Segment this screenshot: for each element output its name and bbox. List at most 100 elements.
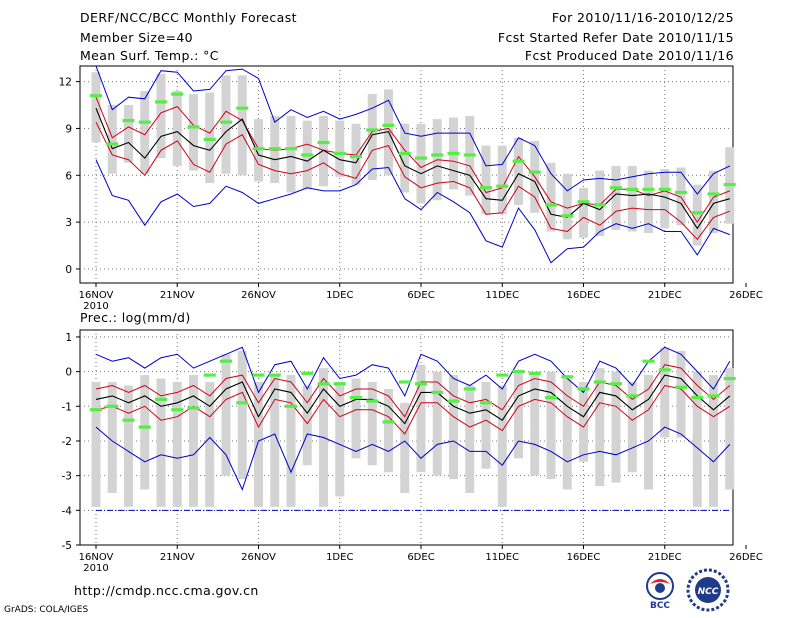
prec-ensemble-box: [335, 382, 345, 497]
prec-ytick-label: -3: [62, 471, 72, 483]
temp-xtick-label: 26DEC: [729, 290, 763, 301]
prec-ensemble-box: [254, 382, 263, 507]
bcc-logo-dot: [655, 583, 665, 593]
temp-xtick-label: 21NOV: [160, 290, 195, 301]
temp-ensemble-box: [481, 145, 491, 215]
prec-ensemble-box: [692, 371, 702, 507]
temp-ensemble-box: [579, 187, 588, 238]
prec-climatology-mark: [626, 394, 639, 398]
prec-climatology-mark: [593, 380, 606, 384]
prec-climatology-mark: [658, 368, 671, 372]
temp-xtick-label: 21DEC: [648, 290, 682, 301]
temp-climatology-mark: [675, 190, 687, 195]
temp-xtick-label: 11DEC: [485, 290, 519, 301]
temp-ensemble-box: [107, 105, 117, 174]
temp-ensemble-box: [91, 72, 101, 143]
prec-ensemble-box: [530, 371, 540, 476]
prec-ensemble-box: [562, 375, 572, 490]
prec-climatology-mark: [431, 390, 444, 395]
temp-climatology-mark: [252, 147, 265, 151]
prec-ensemble-box: [546, 371, 556, 480]
prec-ensemble-box: [302, 385, 312, 466]
prec-climatology-mark: [155, 397, 167, 401]
temp-ensemble-box: [189, 94, 198, 171]
temp-climatology-mark: [593, 203, 606, 207]
prec-ensemble-box: [189, 375, 198, 507]
prec-ensemble-box: [611, 371, 621, 483]
prec-climatology-mark: [382, 420, 395, 424]
started-refer-date-label: Fcst Started Refer Date 2010/11/15: [497, 30, 734, 45]
prec-climatology-mark: [138, 425, 151, 429]
prec-min-line: [95, 426, 731, 491]
temp-climatology-mark: [268, 147, 281, 151]
prec-xtick-label: 11DEC: [485, 552, 519, 563]
temp-ensemble-box: [514, 137, 523, 205]
bcc-logo-swoosh: [650, 579, 670, 584]
prec-ensemble-box: [400, 402, 410, 493]
prec-ensemble-box: [579, 382, 588, 462]
prec-climatology-mark: [463, 387, 476, 391]
prec-climatology-mark: [350, 396, 362, 400]
temp-climatology-mark: [301, 153, 314, 157]
temp-climatology-mark: [561, 214, 574, 218]
prec-ensemble-box: [205, 382, 215, 507]
temp-climatology-mark: [122, 119, 135, 123]
prec-median-line: [95, 374, 731, 425]
member-size-label: Member Size=40: [80, 30, 194, 45]
footer-url[interactable]: http://cmdp.ncc.cma.gov.cn: [74, 583, 259, 598]
temp-ensemble-box: [335, 120, 345, 177]
prec-climatology-mark: [480, 401, 492, 405]
prec-climatology-mark: [252, 373, 265, 377]
prec-ensemble-box: [481, 382, 491, 469]
prec-ensemble-box: [660, 347, 670, 438]
temp-ensemble-box: [660, 169, 670, 229]
prec-climatology-mark: [707, 394, 720, 398]
temp-climatology-mark: [382, 123, 395, 127]
temp-climatology-mark: [577, 200, 590, 204]
temp-climatology-mark: [415, 156, 427, 160]
prec-climatology-mark: [122, 418, 135, 422]
prec-climatology-mark: [496, 373, 509, 377]
temp-climatology-mark: [106, 142, 119, 146]
temp-xtick-label: 6DEC: [407, 290, 434, 301]
prec-climatology-mark: [366, 399, 379, 403]
prec-ytick-label: -5: [62, 540, 72, 552]
prec-climatology-mark: [577, 387, 590, 391]
ncc-logo-core: [695, 577, 721, 603]
temp-ensemble-box: [562, 173, 572, 240]
prec-ensemble-box: [172, 382, 182, 507]
prec-xtick-label: 21DEC: [648, 552, 682, 563]
prec-climatology-mark: [561, 375, 574, 379]
prec-climatology-mark: [317, 382, 330, 386]
prec-ensemble-box: [270, 375, 280, 507]
temp-ytick-label: 0: [65, 264, 72, 276]
prec-xtick-label: 1DEC: [326, 552, 353, 563]
prec-ensemble-box: [514, 371, 523, 459]
temp-climatology-mark: [496, 184, 509, 188]
variable-label: Mean Surf. Temp.: °C: [80, 48, 219, 63]
temp-ensemble-box: [237, 75, 247, 176]
temp-climatology-mark: [463, 153, 476, 157]
prec-climatology-mark: [301, 371, 314, 375]
prec-xtick-label: 26DEC: [729, 552, 763, 563]
prec-ensemble-box: [384, 388, 393, 473]
temp-climatology-mark: [317, 140, 330, 145]
temp-climatology-mark: [285, 147, 297, 151]
prec-ensemble-box: [107, 382, 117, 493]
prec-ensemble-box: [627, 382, 637, 473]
prec-climatology-mark: [723, 376, 736, 381]
temp-climatology-mark: [707, 192, 720, 196]
prec-ensemble-box: [432, 371, 442, 476]
temp-ytick-label: 3: [65, 217, 72, 229]
prec-climatology-mark: [333, 382, 346, 386]
temp-xtick-label: 16DEC: [567, 290, 601, 301]
temp-ensemble-box: [497, 145, 507, 215]
grads-credit: GrADS: COLA/IGES: [4, 605, 89, 615]
temp-climatology-mark: [236, 106, 249, 110]
prec-max-line: [95, 346, 731, 398]
prec-ytick-label: -1: [62, 401, 72, 413]
temp-ytick-label: 12: [59, 77, 72, 89]
prec-climatology-mark: [642, 359, 655, 363]
prec-ensemble-box: [709, 375, 718, 507]
